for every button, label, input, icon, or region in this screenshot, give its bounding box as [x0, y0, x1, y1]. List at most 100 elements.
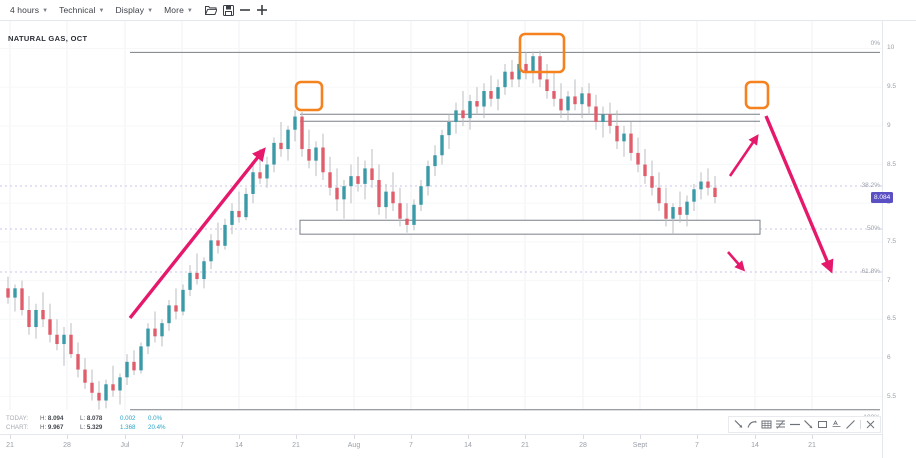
candle-body: [503, 71, 507, 88]
more-menu[interactable]: More ▼: [160, 3, 200, 17]
candle-body: [496, 87, 500, 99]
candle-body: [41, 309, 45, 320]
candle-body: [699, 181, 703, 190]
candle-body: [377, 180, 381, 208]
timeframe-menu[interactable]: 4 hours ▼: [6, 3, 55, 17]
text-icon[interactable]: [830, 418, 843, 431]
candle-body: [286, 129, 290, 150]
price-axis-tick: 6.5: [887, 315, 897, 323]
candle-body: [258, 172, 262, 179]
candle-body: [671, 207, 675, 219]
candle-body: [643, 164, 647, 177]
time-axis-tick-mark: [354, 435, 355, 439]
timeframe-menu-label: 4 hours: [10, 5, 40, 15]
candle-body: [706, 181, 710, 188]
candle-body: [328, 172, 332, 188]
time-axis[interactable]: 21 28 Jul 7 14 21 Aug 7 14 21 28 Sept 7 14 21: [0, 434, 882, 458]
candle-body: [146, 328, 150, 347]
curve-icon[interactable]: [746, 418, 759, 431]
candle-body: [90, 382, 94, 393]
drawing-tool-palette[interactable]: [728, 416, 881, 433]
time-axis-tick: 28: [579, 442, 587, 449]
candle-body: [678, 207, 682, 215]
candle-body: [629, 133, 633, 153]
candle-body: [118, 377, 122, 391]
technical-menu-label: Technical: [59, 5, 96, 15]
ray-icon[interactable]: [844, 418, 857, 431]
uptrend-arrow[interactable]: [128, 147, 266, 320]
current-price-badge: 8.084: [871, 191, 894, 203]
bullish-scenario-arrow[interactable]: [728, 134, 759, 177]
top-swing-high[interactable]: [518, 32, 566, 74]
zoom-out-icon[interactable]: [237, 2, 254, 19]
candle-body: [34, 309, 38, 328]
candle-body: [237, 210, 241, 218]
candle-body: [230, 210, 234, 225]
candle-body: [433, 155, 437, 167]
grid-icon[interactable]: [760, 418, 773, 431]
candle-body: [405, 218, 409, 225]
candle-body: [517, 63, 521, 80]
more-menu-label: More: [164, 5, 184, 15]
cursor-arrow-icon[interactable]: [732, 418, 745, 431]
candle-body: [713, 187, 717, 198]
downtrend-arrow[interactable]: [764, 115, 834, 274]
time-axis-tick: Jul: [120, 442, 130, 449]
time-axis-tick: Aug: [347, 442, 361, 449]
time-axis-tick: 14: [464, 442, 472, 449]
time-axis-tick-mark: [411, 435, 412, 439]
support-box[interactable]: [299, 219, 761, 235]
time-axis-tick: 7: [409, 442, 413, 449]
candle-body: [461, 110, 465, 119]
price-axis[interactable]: 10 9.5 9 8.5 8 7.5 7 6.5 6 5.5 8.084: [871, 21, 916, 458]
time-axis-tick: Sept: [632, 442, 648, 449]
candle-body: [111, 384, 115, 391]
rectangle-icon[interactable]: [816, 418, 829, 431]
chart-plot-area[interactable]: [0, 21, 916, 434]
fib-retracement-icon[interactable]: [774, 418, 787, 431]
time-axis-tick-mark: [697, 435, 698, 439]
candle-body: [580, 93, 584, 105]
candle-body: [440, 135, 444, 156]
fib-percent-label: 38.2%: [861, 182, 880, 189]
time-axis-tick: 14: [235, 442, 243, 449]
stats-low: L: 5.329: [80, 423, 103, 431]
time-axis-tick: 21: [292, 442, 300, 449]
time-axis-tick-mark: [812, 435, 813, 439]
stats-label: TODAY:: [6, 415, 29, 422]
horizontal-line-icon[interactable]: [788, 418, 801, 431]
stats-low: L: 8.078: [80, 415, 103, 422]
price-axis-tick: 7.5: [887, 237, 897, 245]
candle-body: [657, 187, 661, 204]
candle-body: [202, 261, 206, 280]
ohlc-stats-row: TODAY: H: 8.094 L: 8.078 0.002 0.0%: [6, 415, 166, 424]
candle-body: [419, 186, 423, 205]
candle-body: [293, 116, 297, 130]
ohlc-stats-row: CHART: H: 9.967 L: 5.329 1.368 20.4%: [6, 424, 166, 433]
trend-line-icon[interactable]: [802, 418, 815, 431]
candle-body: [524, 63, 528, 72]
save-icon[interactable]: [220, 2, 237, 19]
close-icon[interactable]: [864, 418, 877, 431]
candle-body: [342, 186, 346, 200]
bearish-scenario-arrow[interactable]: [727, 251, 746, 272]
candle-body: [209, 240, 213, 262]
time-axis-tick-mark: [640, 435, 641, 439]
candle-body: [356, 176, 360, 184]
time-axis-tick: 7: [695, 442, 699, 449]
candlestick-plot: [0, 21, 882, 411]
time-axis-tick-mark: [125, 435, 126, 439]
time-axis-tick: 28: [63, 442, 71, 449]
candle-body: [636, 152, 640, 165]
left-resistance-touch[interactable]: [294, 80, 324, 112]
folder-open-icon[interactable]: [203, 2, 220, 19]
candle-body: [447, 121, 451, 136]
zoom-in-icon[interactable]: [254, 2, 271, 19]
candle-body: [216, 240, 220, 246]
technical-menu[interactable]: Technical ▼: [55, 3, 111, 17]
candle-body: [62, 334, 66, 345]
price-axis-tick: 8: [887, 199, 891, 207]
right-resistance-projection[interactable]: [744, 80, 770, 110]
candle-body: [608, 114, 612, 126]
display-menu[interactable]: Display ▼: [112, 3, 161, 17]
